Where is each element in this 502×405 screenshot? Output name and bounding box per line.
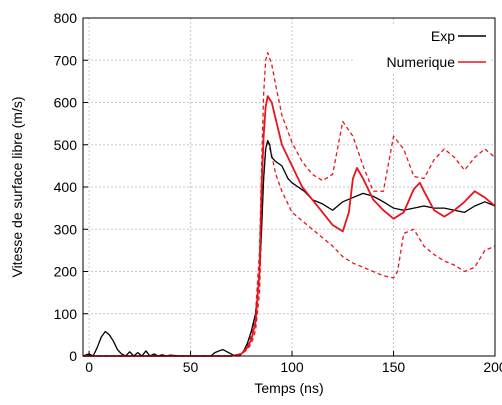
series-line-numerique-bound-2 (83, 139, 496, 357)
y-tick-label: 400 (54, 179, 78, 195)
y-tick-label: 800 (54, 10, 78, 26)
y-tick-label: 500 (54, 137, 78, 153)
series-line-exp (82, 139, 496, 357)
x-tick-label: 50 (183, 359, 199, 375)
x-tick-label: 200 (483, 359, 502, 375)
y-tick-label: 600 (54, 95, 78, 111)
legend-label-numerique: Numerique (387, 54, 456, 70)
x-tick-label: 150 (382, 359, 406, 375)
axis-ticks: 0 50 100 150 200 0 100 200 300 400 500 600 700 800 (54, 10, 502, 375)
y-tick-label: 100 (54, 306, 78, 322)
series-group (82, 52, 496, 357)
series-line-numerique (83, 95, 496, 357)
x-axis-label: Temps (ns) (254, 380, 323, 396)
y-tick-label: 200 (54, 264, 78, 280)
y-tick-label: 300 (54, 221, 78, 237)
x-tick-label: 0 (85, 359, 93, 375)
legend: Exp Numerique (355, 24, 491, 72)
legend-box (355, 24, 491, 72)
y-axis-label: Vitesse de surface libre (m/s) (9, 96, 25, 277)
legend-label-exp: Exp (431, 28, 455, 44)
y-tick-label: 0 (69, 348, 77, 364)
x-tick-label: 100 (280, 359, 304, 375)
series-line-numerique-bound-1 (83, 52, 496, 357)
y-tick-label: 700 (54, 52, 78, 68)
